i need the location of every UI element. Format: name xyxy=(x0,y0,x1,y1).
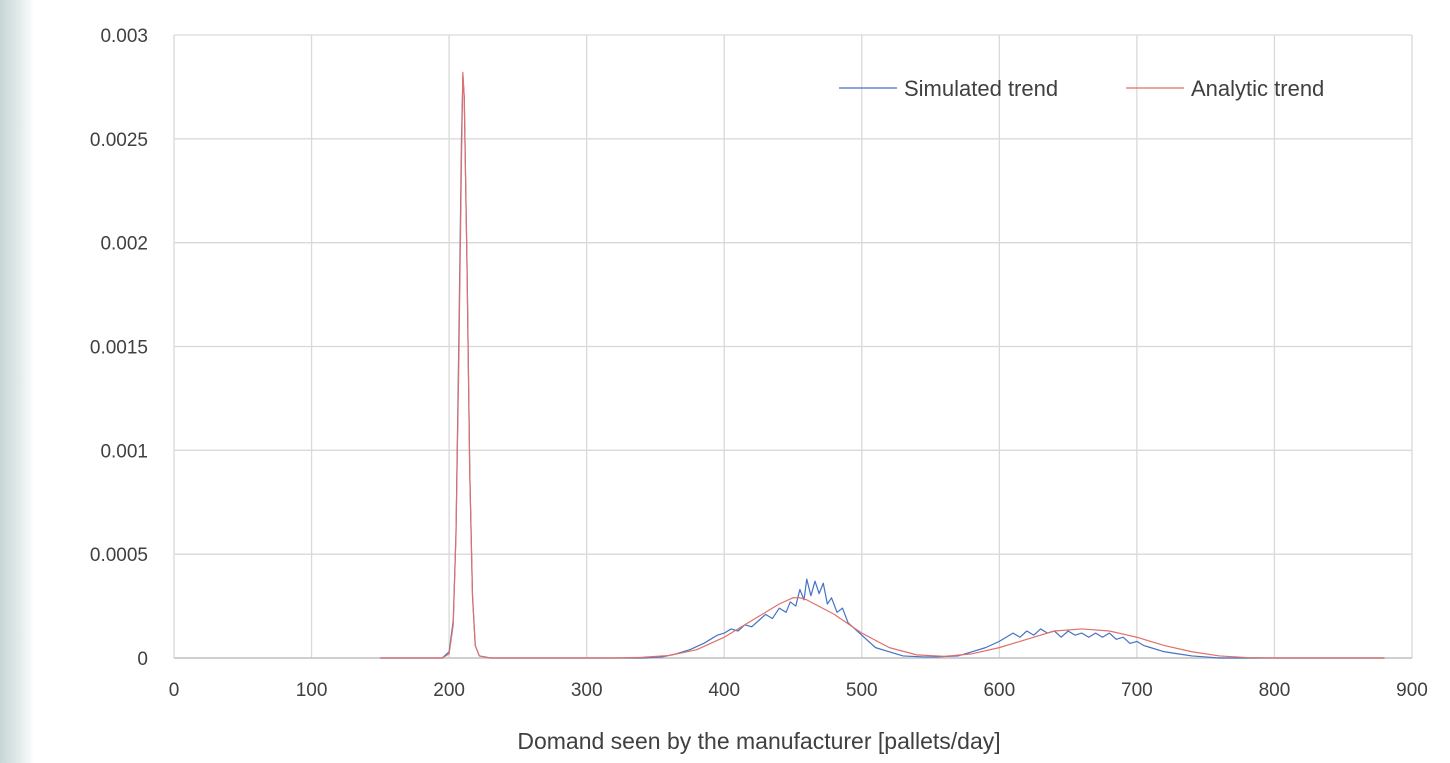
gridlines xyxy=(174,34,1413,658)
y-tick-label: 0.001 xyxy=(100,441,148,462)
y-tick-labels: 0 0.0005 0.001 0.0015 0.002 0.0025 0.003 xyxy=(90,26,148,670)
x-tick-label: 500 xyxy=(846,680,878,701)
x-tick-label: 100 xyxy=(296,680,328,701)
x-axis-title: Domand seen by the manufacturer [pallets… xyxy=(517,728,1000,754)
legend-label: Analytic trend xyxy=(1191,76,1324,101)
y-tick-label: 0 xyxy=(137,649,148,670)
legend-label: Simulated trend xyxy=(904,76,1058,101)
x-tick-labels: 0 100 200 300 400 500 600 700 800 900 xyxy=(169,680,1428,701)
legend: Simulated trend Analytic trend xyxy=(839,76,1324,101)
y-tick-label: 0.0005 xyxy=(90,545,148,566)
x-tick-label: 0 xyxy=(169,680,180,701)
x-tick-label: 700 xyxy=(1121,680,1153,701)
series-line-simulated xyxy=(380,75,1385,659)
y-tick-label: 0.002 xyxy=(100,234,148,255)
y-tick-label: 0.003 xyxy=(100,26,148,47)
x-tick-label: 600 xyxy=(983,680,1015,701)
x-tick-label: 800 xyxy=(1259,680,1291,701)
series-lines xyxy=(380,71,1385,659)
x-tick-label: 300 xyxy=(571,680,603,701)
x-tick-label: 400 xyxy=(708,680,740,701)
y-tick-label: 0.0025 xyxy=(90,130,148,151)
y-tick-label: 0.0015 xyxy=(90,338,148,359)
x-tick-label: 200 xyxy=(433,680,465,701)
series-line-analytic xyxy=(380,71,1385,659)
chart-panel: 0 0.0005 0.001 0.0015 0.002 0.0025 0.003 0 100 2… xyxy=(34,8,1442,763)
line-chart: 0 0.0005 0.001 0.0015 0.002 0.0025 0.003 0 100 2… xyxy=(90,26,1428,754)
x-tick-label: 900 xyxy=(1396,680,1428,701)
